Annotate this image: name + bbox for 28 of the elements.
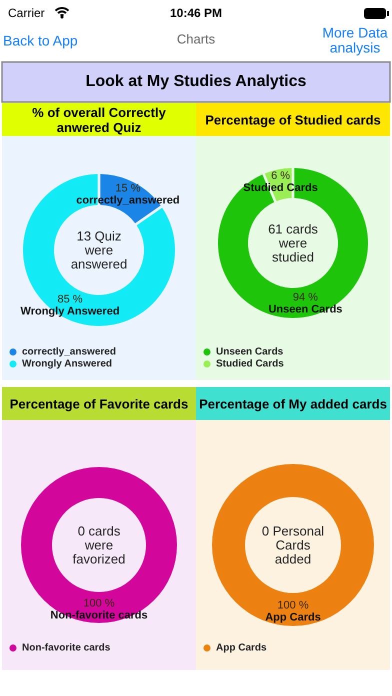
text: Look at My Studies Analytics xyxy=(86,73,306,90)
legend-label: Non-favorite cards xyxy=(22,642,111,654)
data-label: 100 % xyxy=(277,599,309,612)
data-label: 85 % xyxy=(58,293,83,306)
legend-label: Unseen Cards xyxy=(216,346,284,358)
text: 61 cards were studied xyxy=(268,222,318,265)
legend-label: correctly_answered xyxy=(22,346,116,358)
text: Carrier xyxy=(8,6,45,20)
text: Charts xyxy=(176,31,216,46)
legend-label: App Cards xyxy=(216,642,267,654)
data-label: 94 % xyxy=(292,292,318,304)
donut-slice xyxy=(218,168,368,318)
legend-label: Studied Cards xyxy=(216,358,284,370)
chart-title: Percentage of Studied cards xyxy=(205,112,381,128)
text: 0 cards were favorized xyxy=(72,524,126,567)
text: 10:46 PM xyxy=(170,6,222,20)
data-label: 15 % xyxy=(115,182,141,195)
text: 0 Personal Cards added xyxy=(262,524,324,567)
chart-title: Percentage of My added cards xyxy=(199,396,387,412)
chart-title: % of overall Correctly anwered Quiz xyxy=(32,105,167,136)
text: 13 Quiz were answered xyxy=(70,228,128,272)
data-label: 6 % xyxy=(271,170,290,182)
legend-label: Wrongly Answered xyxy=(22,358,112,370)
chart-title: Percentage of Favorite cards xyxy=(10,396,188,412)
slice-label: App Cards xyxy=(265,611,321,624)
data-label: 100 % xyxy=(83,597,115,610)
text: Back to App xyxy=(3,32,78,49)
text: More Data analysis xyxy=(322,24,388,56)
